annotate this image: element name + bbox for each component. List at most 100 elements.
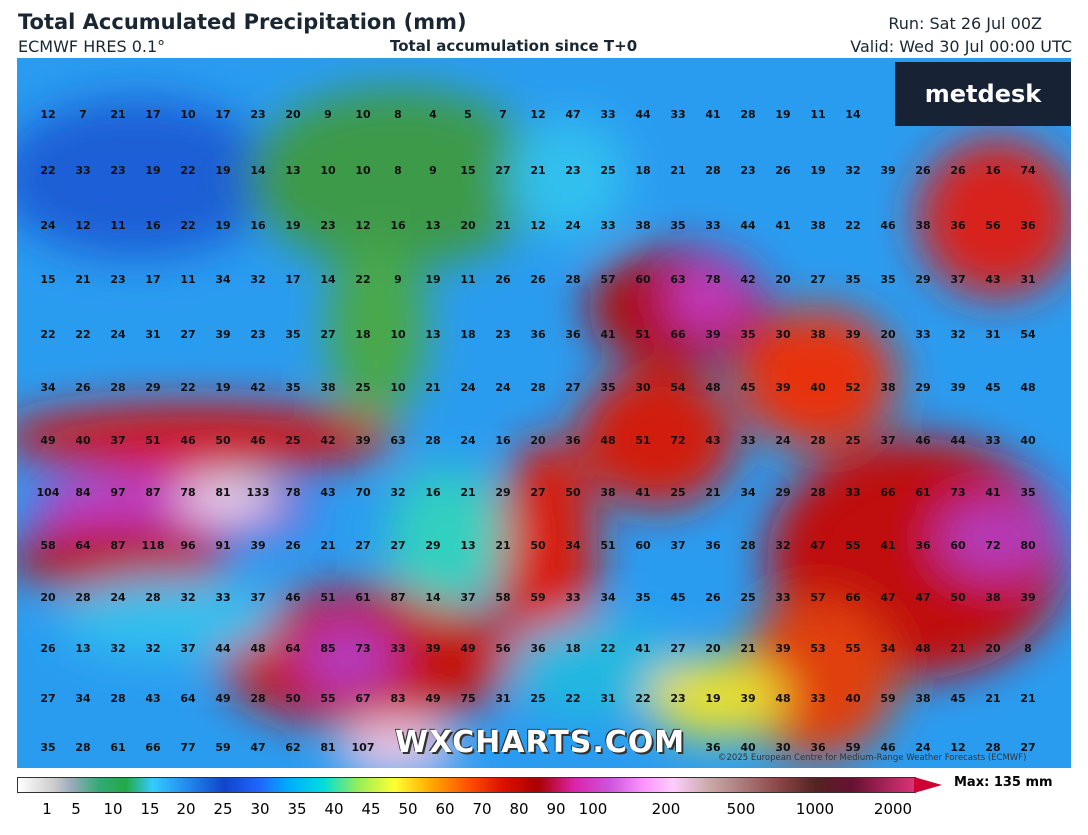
- grid-value: 29: [495, 486, 510, 499]
- grid-value: 32: [250, 273, 265, 286]
- grid-value: 27: [40, 692, 55, 705]
- grid-value: 23: [320, 219, 335, 232]
- grid-value: 26: [950, 164, 966, 177]
- grid-value: 16: [145, 219, 161, 232]
- colorbar-label: 1000: [795, 800, 835, 818]
- grid-value: 48: [915, 642, 930, 655]
- grid-value: 39: [775, 381, 790, 394]
- grid-value: 32: [845, 164, 860, 177]
- copyright: ©2025 European Centre for Medium-Range W…: [718, 753, 1027, 763]
- grid-value: 27: [180, 328, 195, 341]
- grid-value: 34: [40, 381, 56, 394]
- grid-value: 64: [180, 692, 196, 705]
- grid-value: 70: [355, 486, 371, 499]
- grid-value: 11: [180, 273, 195, 286]
- colorbar-label: 25: [213, 800, 233, 818]
- grid-value: 5: [464, 108, 472, 121]
- grid-value: 19: [215, 219, 230, 232]
- grid-value: 22: [180, 164, 195, 177]
- grid-value: 35: [285, 328, 300, 341]
- grid-value: 51: [635, 328, 650, 341]
- grid-value: 48: [775, 692, 790, 705]
- grid-value: 58: [495, 591, 510, 604]
- grid-value: 7: [499, 108, 507, 121]
- grid-value: 21: [110, 108, 125, 121]
- grid-value: 33: [75, 164, 90, 177]
- grid-value: 78: [705, 273, 720, 286]
- grid-value: 29: [425, 539, 440, 552]
- grid-value: 13: [460, 539, 475, 552]
- grid-value: 19: [285, 219, 300, 232]
- grid-value: 45: [740, 381, 755, 394]
- grid-value: 39: [215, 328, 230, 341]
- grid-value: 38: [600, 486, 615, 499]
- grid-value: 87: [110, 539, 125, 552]
- grid-value: 34: [75, 692, 91, 705]
- grid-value: 44: [950, 434, 966, 447]
- grid-value: 46: [180, 434, 196, 447]
- grid-value: 96: [180, 539, 196, 552]
- logo: metdesk: [895, 62, 1071, 126]
- grid-value: 51: [320, 591, 335, 604]
- grid-value: 51: [145, 434, 160, 447]
- grid-value: 40: [845, 692, 861, 705]
- grid-value: 107: [352, 741, 375, 754]
- grid-value: 22: [565, 692, 580, 705]
- grid-value: 26: [915, 164, 931, 177]
- grid-value: 73: [355, 642, 370, 655]
- grid-value: 38: [985, 591, 1000, 604]
- grid-value: 28: [705, 164, 720, 177]
- grid-value: 14: [250, 164, 266, 177]
- grid-value: 87: [390, 591, 405, 604]
- grid-value: 33: [705, 219, 720, 232]
- colorbar-label: 10: [103, 800, 123, 818]
- grid-value: 22: [180, 381, 195, 394]
- grid-value: 41: [705, 108, 720, 121]
- grid-value: 20: [985, 642, 1001, 655]
- grid-value: 27: [810, 273, 825, 286]
- grid-value: 118: [142, 539, 165, 552]
- grid-value: 12: [355, 219, 370, 232]
- grid-value: 60: [635, 273, 651, 286]
- grid-value: 9: [324, 108, 332, 121]
- grid-value: 50: [215, 434, 231, 447]
- grid-value: 43: [145, 692, 160, 705]
- grid-value: 87: [145, 486, 160, 499]
- grid-value: 27: [670, 642, 685, 655]
- grid-value: 24: [460, 434, 476, 447]
- grid-value: 19: [810, 164, 825, 177]
- grid-value: 16: [390, 219, 406, 232]
- grid-value: 32: [180, 591, 195, 604]
- grid-value: 49: [40, 434, 55, 447]
- grid-value: 60: [635, 539, 651, 552]
- grid-value: 27: [390, 539, 405, 552]
- grid-value: 27: [355, 539, 370, 552]
- grid-value: 22: [355, 273, 370, 286]
- grid-value: 26: [75, 381, 91, 394]
- grid-value: 39: [775, 642, 790, 655]
- grid-value: 28: [110, 381, 125, 394]
- grid-value: 30: [775, 741, 791, 754]
- grid-value: 24: [565, 219, 581, 232]
- grid-value: 47: [810, 539, 825, 552]
- grid-value: 33: [670, 108, 685, 121]
- grid-value: 34: [215, 273, 231, 286]
- grid-value: 24: [110, 591, 126, 604]
- grid-value: 41: [635, 642, 650, 655]
- grid-value: 31: [495, 692, 510, 705]
- grid-value: 47: [915, 591, 930, 604]
- grid-value: 21: [425, 381, 440, 394]
- grid-value: 10: [390, 328, 406, 341]
- grid-value: 29: [145, 381, 160, 394]
- grid-value: 31: [985, 328, 1000, 341]
- grid-value: 31: [145, 328, 160, 341]
- grid-value: 13: [285, 164, 300, 177]
- grid-value: 63: [670, 273, 685, 286]
- grid-value: 46: [250, 434, 266, 447]
- grid-value: 37: [460, 591, 475, 604]
- grid-value: 8: [394, 108, 402, 121]
- grid-value: 23: [740, 164, 755, 177]
- grid-value: 36: [565, 434, 581, 447]
- grid-value: 44: [215, 642, 231, 655]
